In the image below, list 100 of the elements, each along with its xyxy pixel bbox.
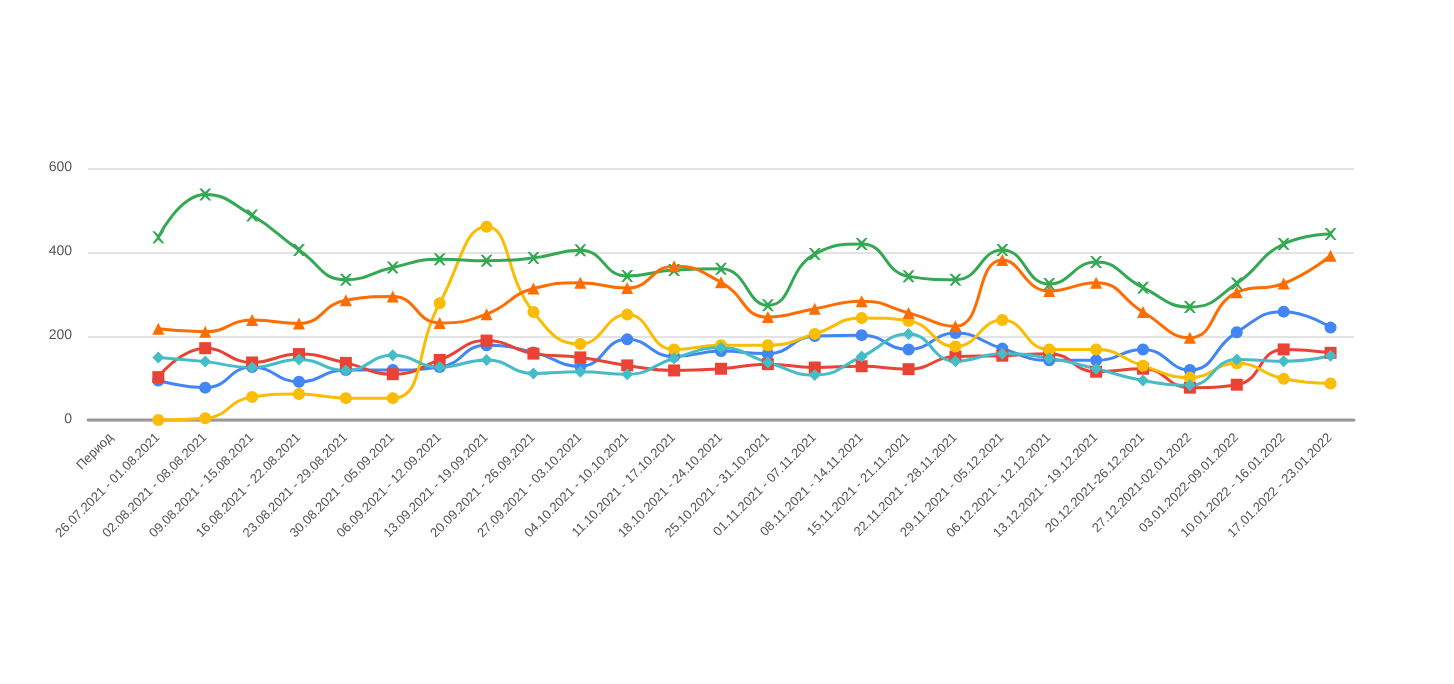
point <box>855 238 868 251</box>
point <box>1090 256 1103 269</box>
point <box>1324 227 1337 240</box>
point <box>246 314 259 327</box>
point <box>152 231 165 244</box>
point <box>1230 277 1243 290</box>
point <box>1183 301 1196 314</box>
point <box>1277 343 1290 356</box>
point <box>855 360 868 373</box>
point <box>293 375 305 388</box>
point <box>949 320 962 333</box>
point <box>480 308 493 321</box>
point <box>480 220 493 233</box>
point <box>386 349 399 362</box>
point <box>527 306 540 319</box>
point <box>1137 374 1149 387</box>
point <box>574 337 587 350</box>
point <box>902 327 915 340</box>
point <box>1324 249 1337 262</box>
point <box>761 339 774 352</box>
point <box>293 243 305 256</box>
point <box>339 392 352 405</box>
point <box>996 314 1009 327</box>
point <box>996 253 1009 266</box>
point <box>1090 343 1103 356</box>
point <box>808 302 821 315</box>
point <box>152 351 165 364</box>
point <box>386 368 399 381</box>
point <box>1277 355 1290 368</box>
point <box>527 282 540 295</box>
point <box>949 273 962 286</box>
point <box>949 340 962 353</box>
point <box>293 387 305 400</box>
point <box>1277 305 1290 318</box>
point <box>152 414 165 426</box>
point <box>668 343 681 356</box>
point <box>1043 277 1056 290</box>
point <box>1137 343 1149 356</box>
point <box>1277 277 1290 290</box>
point <box>1277 238 1290 251</box>
point <box>574 276 587 289</box>
point <box>1090 276 1103 289</box>
point <box>527 251 540 264</box>
point <box>621 269 634 282</box>
point <box>152 322 165 335</box>
point <box>433 316 446 329</box>
point <box>1230 326 1243 339</box>
point <box>1324 321 1337 334</box>
point <box>1137 306 1149 319</box>
point <box>480 334 493 347</box>
point <box>996 243 1009 256</box>
point <box>855 329 868 342</box>
point <box>480 254 493 267</box>
point <box>761 311 774 324</box>
point <box>199 325 212 338</box>
point <box>1230 286 1243 299</box>
point <box>339 273 352 286</box>
point <box>199 381 212 394</box>
point <box>621 359 634 372</box>
point <box>855 350 868 363</box>
point <box>386 392 399 405</box>
point <box>246 209 259 222</box>
point <box>293 353 305 366</box>
point <box>199 342 212 355</box>
point <box>902 306 915 319</box>
point <box>621 333 634 346</box>
point <box>199 412 212 425</box>
point <box>574 365 587 378</box>
point <box>949 355 962 368</box>
point <box>386 290 399 303</box>
point <box>715 362 727 375</box>
point <box>574 351 587 364</box>
point <box>855 295 868 308</box>
point <box>668 364 681 377</box>
point <box>621 282 634 295</box>
point <box>902 363 915 376</box>
point <box>433 253 446 266</box>
point <box>433 297 446 310</box>
point <box>621 308 634 321</box>
point <box>574 244 587 257</box>
point <box>808 248 821 261</box>
point <box>293 317 305 330</box>
point <box>527 367 540 380</box>
point <box>1324 377 1337 390</box>
point <box>1137 281 1149 294</box>
point <box>902 343 915 356</box>
point <box>199 188 212 201</box>
point <box>621 368 634 381</box>
point <box>715 276 727 289</box>
point <box>480 353 493 366</box>
point <box>1230 378 1243 391</box>
point <box>855 311 868 324</box>
point <box>902 270 915 283</box>
point <box>246 390 259 403</box>
point <box>339 294 352 307</box>
point <box>1043 285 1056 298</box>
point <box>1277 372 1290 385</box>
point <box>761 299 774 312</box>
point <box>715 262 727 275</box>
point <box>1183 331 1196 344</box>
